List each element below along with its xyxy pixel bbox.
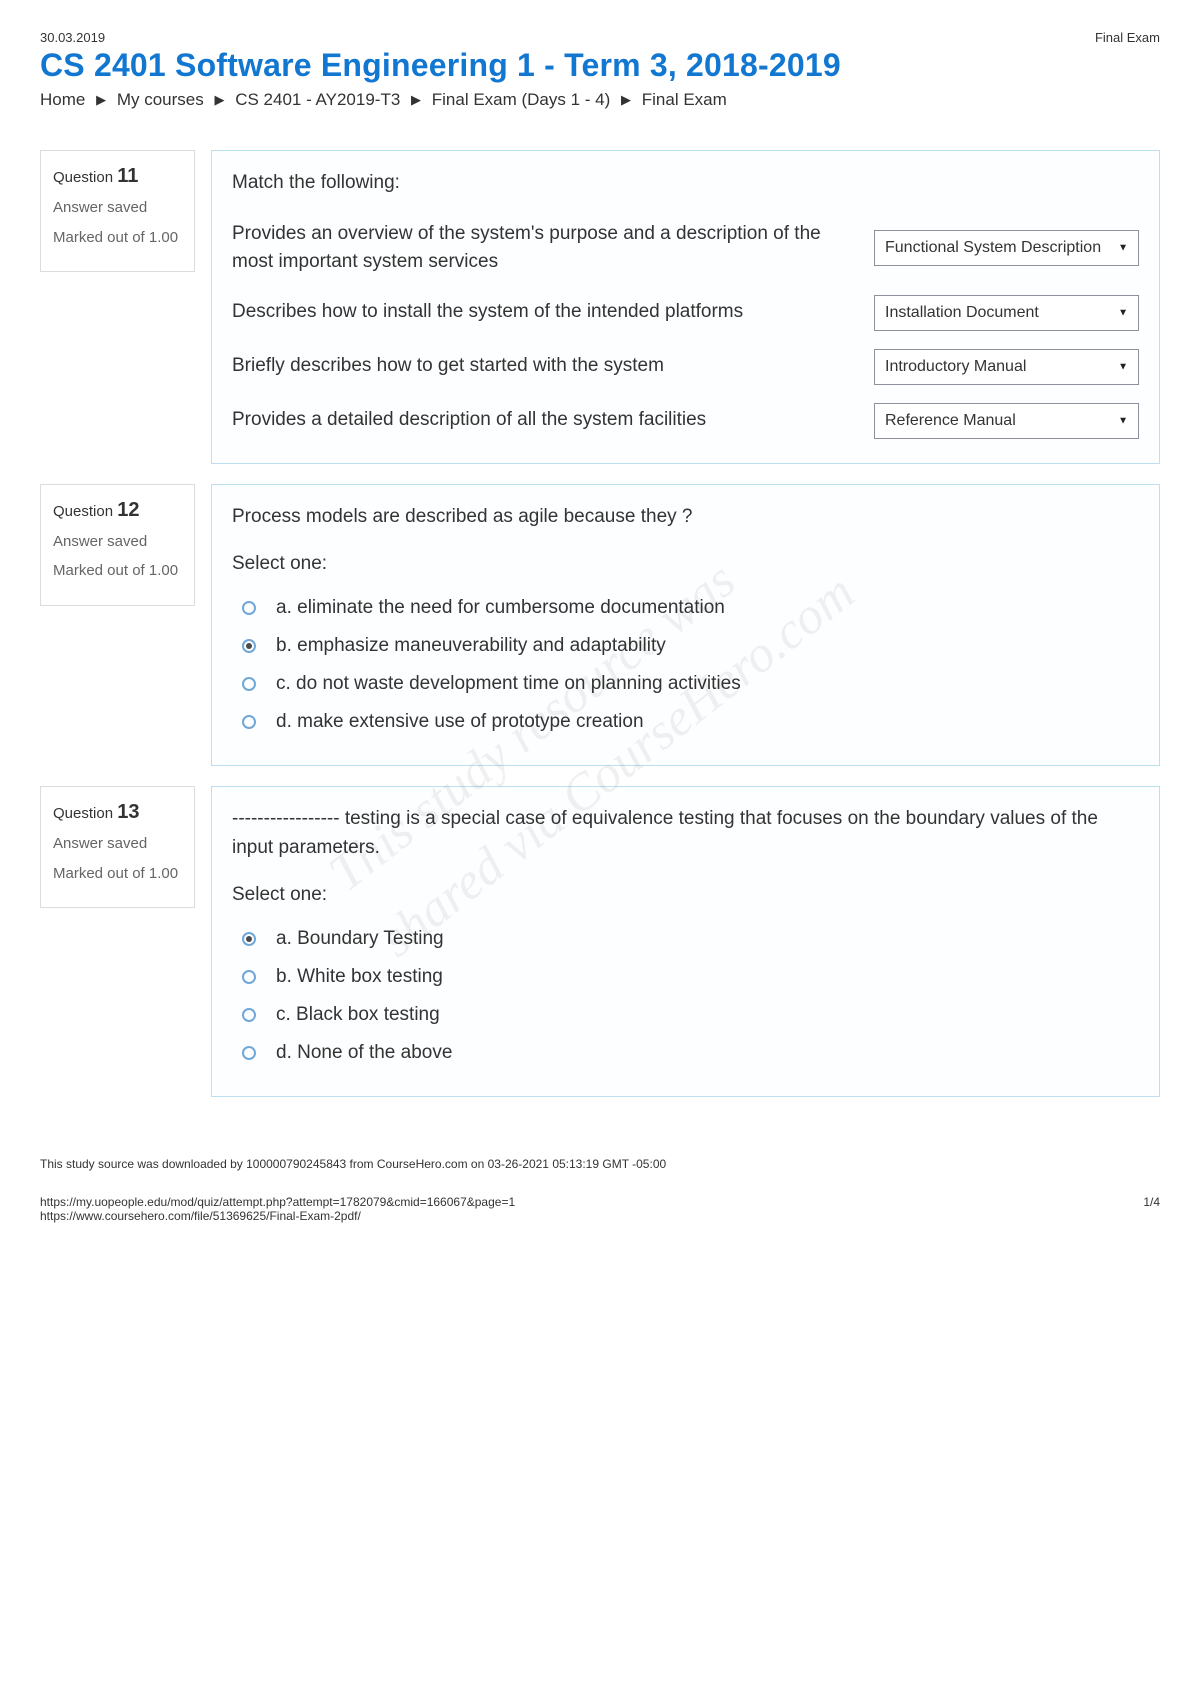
radio-option[interactable]: d. None of the above — [232, 1034, 1139, 1072]
breadcrumb-item[interactable]: Final Exam (Days 1 - 4) — [432, 90, 611, 109]
breadcrumb-item[interactable]: Home — [40, 90, 85, 109]
match-text: Briefly describes how to get started wit… — [232, 352, 854, 381]
question-mark: Marked out of 1.00 — [53, 561, 182, 581]
question-number: Question 13 — [53, 801, 182, 824]
radio-icon[interactable] — [242, 715, 256, 729]
option-label: a. Boundary Testing — [276, 928, 444, 950]
option-label: b. emphasize maneuverability and adaptab… — [276, 635, 666, 657]
option-label: c. Black box testing — [276, 1004, 440, 1026]
question-info: Question 13 Answer saved Marked out of 1… — [40, 786, 195, 908]
match-row: Describes how to install the system of t… — [232, 295, 1139, 331]
match-select[interactable]: Introductory Manual — [874, 349, 1139, 385]
option-label: b. White box testing — [276, 966, 443, 988]
option-label: a. eliminate the need for cumbersome doc… — [276, 597, 725, 619]
match-row: Provides an overview of the system's pur… — [232, 220, 1139, 277]
chevron-right-icon: ▶ — [96, 92, 106, 107]
radio-icon[interactable] — [242, 639, 256, 653]
question-status: Answer saved — [53, 198, 182, 218]
radio-icon[interactable] — [242, 1008, 256, 1022]
radio-icon[interactable] — [242, 601, 256, 615]
question-content: ----------------- testing is a special c… — [211, 786, 1160, 1097]
breadcrumb-item[interactable]: My courses — [117, 90, 204, 109]
match-row: Provides a detailed description of all t… — [232, 403, 1139, 439]
question-info: Question 12 Answer saved Marked out of 1… — [40, 484, 195, 606]
option-label: d. make extensive use of prototype creat… — [276, 711, 644, 733]
footer-urls: https://my.uopeople.edu/mod/quiz/attempt… — [40, 1195, 515, 1224]
radio-icon[interactable] — [242, 1046, 256, 1060]
chevron-right-icon: ▶ — [621, 92, 631, 107]
breadcrumb: Home ▶ My courses ▶ CS 2401 - AY2019-T3 … — [40, 90, 1160, 110]
page-number: 1/4 — [1143, 1195, 1160, 1224]
question-mark: Marked out of 1.00 — [53, 228, 182, 248]
header-doc-label: Final Exam — [1095, 30, 1160, 45]
match-row: Briefly describes how to get started wit… — [232, 349, 1139, 385]
match-text: Describes how to install the system of t… — [232, 298, 854, 327]
question-status: Answer saved — [53, 834, 182, 854]
select-one-label: Select one: — [232, 553, 1139, 575]
question-block: Question 13 Answer saved Marked out of 1… — [40, 786, 1160, 1097]
question-number: Question 11 — [53, 165, 182, 188]
radio-option[interactable]: a. Boundary Testing — [232, 920, 1139, 958]
radio-option[interactable]: c. Black box testing — [232, 996, 1139, 1034]
question-prompt: Match the following: — [232, 169, 1139, 198]
question-info: Question 11 Answer saved Marked out of 1… — [40, 150, 195, 272]
header-date: 30.03.2019 — [40, 30, 105, 45]
breadcrumb-item[interactable]: CS 2401 - AY2019-T3 — [235, 90, 400, 109]
question-status: Answer saved — [53, 532, 182, 552]
radio-icon[interactable] — [242, 932, 256, 946]
option-label: d. None of the above — [276, 1042, 452, 1064]
question-prompt: Process models are described as agile be… — [232, 503, 1139, 532]
question-mark: Marked out of 1.00 — [53, 864, 182, 884]
breadcrumb-item[interactable]: Final Exam — [642, 90, 727, 109]
radio-option[interactable]: b. White box testing — [232, 958, 1139, 996]
radio-option[interactable]: b. emphasize maneuverability and adaptab… — [232, 627, 1139, 665]
chevron-right-icon: ▶ — [411, 92, 421, 107]
radio-option[interactable]: c. do not waste development time on plan… — [232, 665, 1139, 703]
match-text: Provides a detailed description of all t… — [232, 406, 854, 435]
match-text: Provides an overview of the system's pur… — [232, 220, 854, 277]
question-block: Question 11 Answer saved Marked out of 1… — [40, 150, 1160, 464]
match-select[interactable]: Installation Document — [874, 295, 1139, 331]
match-select[interactable]: Functional System Description — [874, 230, 1139, 266]
question-number: Question 12 — [53, 499, 182, 522]
match-select[interactable]: Reference Manual — [874, 403, 1139, 439]
radio-option[interactable]: d. make extensive use of prototype creat… — [232, 703, 1139, 741]
chevron-right-icon: ▶ — [214, 92, 224, 107]
page-title: CS 2401 Software Engineering 1 - Term 3,… — [40, 47, 1160, 84]
question-content: Process models are described as agile be… — [211, 484, 1160, 767]
question-content: Match the following: Provides an overvie… — [211, 150, 1160, 464]
select-one-label: Select one: — [232, 884, 1139, 906]
radio-option[interactable]: a. eliminate the need for cumbersome doc… — [232, 589, 1139, 627]
radio-icon[interactable] — [242, 677, 256, 691]
radio-icon[interactable] — [242, 970, 256, 984]
option-label: c. do not waste development time on plan… — [276, 673, 741, 695]
question-prompt: ----------------- testing is a special c… — [232, 805, 1139, 862]
footer-note: This study source was downloaded by 1000… — [40, 1157, 1160, 1171]
question-block: Question 12 Answer saved Marked out of 1… — [40, 484, 1160, 767]
